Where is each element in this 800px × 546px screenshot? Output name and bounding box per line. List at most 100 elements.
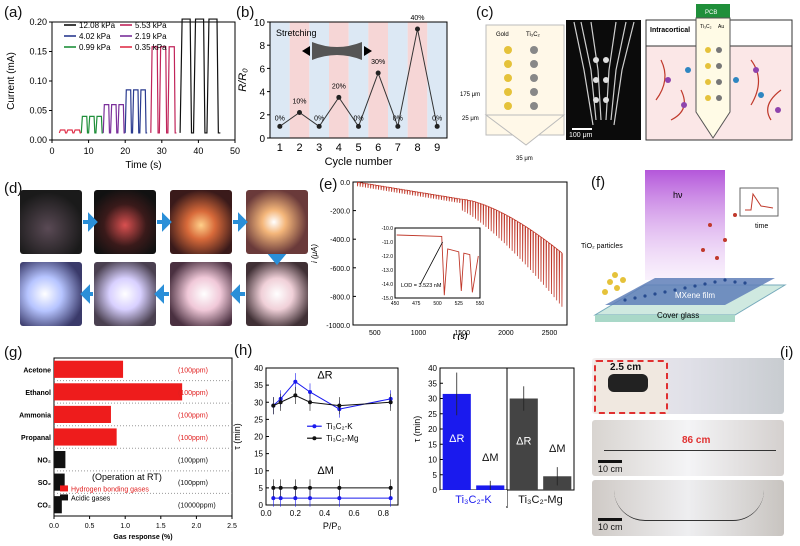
bar-g bbox=[54, 360, 124, 378]
x-axis-label-h-left: P/P₀ bbox=[323, 521, 342, 531]
x-tick-label-b: 5 bbox=[355, 142, 361, 154]
stripe-b bbox=[427, 22, 447, 138]
y-tick-label-h-right: 5 bbox=[433, 471, 438, 480]
legend-label-a: 0.35 kPa bbox=[135, 43, 167, 52]
y-tick-label-b: 0 bbox=[259, 134, 265, 145]
legend-label-a: 5.53 kPa bbox=[135, 21, 167, 30]
x-tick-label-b: 2 bbox=[296, 142, 302, 154]
legend-marker-h bbox=[312, 424, 317, 429]
x-tick-label-g: 2.0 bbox=[192, 523, 202, 530]
panel-label-c: (c) bbox=[476, 4, 494, 21]
y-tick-label-e: -200.0 bbox=[330, 209, 350, 216]
category-label-g: Ammonia bbox=[19, 412, 51, 419]
legend-label-a: 12.08 kPa bbox=[79, 21, 116, 30]
label-gold: Gold bbox=[496, 32, 509, 38]
y-tick-label-h-right: 0 bbox=[433, 486, 438, 495]
series-line-a bbox=[150, 46, 177, 134]
point-label-b: 0% bbox=[393, 115, 403, 122]
chart-g: Acetone (100ppm) Ethanol (100ppm) Ammonia (10… bbox=[19, 357, 237, 541]
point-label-b: 40% bbox=[410, 15, 424, 22]
chart-h: 0 5 10 15 20 25 30 35 40 0.0 0.2 0.4 0.6 0.8 P/P₀ τ (mi… bbox=[232, 364, 575, 531]
data-point-b bbox=[316, 123, 322, 129]
legend-label-g: Acidic gases bbox=[71, 495, 111, 502]
data-point-b bbox=[434, 123, 440, 129]
inset-annotation-e: LOD = 3.523 nM bbox=[401, 283, 442, 289]
scale-bar-i2 bbox=[598, 460, 622, 463]
y-tick-label-h-left: 0 bbox=[259, 501, 264, 510]
y-tick-label-h-right: 15 bbox=[428, 440, 437, 449]
concentration-label-g: (100ppm) bbox=[178, 458, 208, 465]
arrow-right-b bbox=[364, 46, 372, 56]
category-label-g: Propanal bbox=[21, 435, 51, 442]
label-intracortical: Intracortical bbox=[650, 27, 690, 34]
y-tick-label-h-right: 25 bbox=[428, 410, 437, 419]
y-axis-label-a: Current (mA) bbox=[6, 52, 17, 110]
inset-y-tick-e: -15.0 bbox=[382, 296, 394, 302]
data-point-h bbox=[271, 403, 276, 408]
x-axis-label-b: Cycle number bbox=[325, 156, 393, 168]
series-line-a bbox=[58, 129, 82, 134]
x-tick-label-b: 3 bbox=[316, 142, 322, 154]
point-label-b: 20% bbox=[332, 83, 346, 90]
x-axis-label-e: t (s) bbox=[453, 332, 468, 340]
y-tick-label-h-right: 10 bbox=[428, 456, 437, 465]
data-point-h bbox=[293, 379, 298, 384]
data-point-b bbox=[336, 94, 342, 100]
photo-d4 bbox=[246, 190, 308, 254]
inset-x-tick-e: 500 bbox=[433, 301, 442, 307]
series-line-a bbox=[102, 104, 126, 134]
group-box-h bbox=[440, 490, 507, 506]
probe-illustration: Gold Ti₃C₂ 175 μm 25 μm 35 μm 100 μm Int… bbox=[460, 4, 793, 162]
point-label-b: 0% bbox=[432, 115, 442, 122]
x-tick-label-h-left: 0.8 bbox=[378, 509, 390, 518]
y-axis-label-e: i (μA) bbox=[310, 244, 319, 263]
concentration-label-g: (100ppm) bbox=[178, 367, 208, 374]
x-tick-label-e: 1000 bbox=[411, 330, 427, 337]
data-point-h bbox=[271, 496, 276, 501]
label-35um: 35 μm bbox=[516, 156, 533, 162]
category-label-g: CO₂ bbox=[37, 503, 51, 510]
data-point-h bbox=[293, 496, 298, 501]
photo-d7 bbox=[170, 262, 232, 326]
point-label-b: 0% bbox=[275, 115, 285, 122]
panel-c: (c) Gold Ti₃C₂ 175 μm 25 μm 35 μm 100 μm… bbox=[456, 0, 800, 170]
inset-x-tick-e: 475 bbox=[412, 301, 421, 307]
series-line-e bbox=[356, 181, 563, 307]
label-tio2: TiO₂ particles bbox=[581, 243, 623, 250]
inset-y-tick-e: -12.0 bbox=[382, 254, 394, 260]
y-tick-label-h-left: 20 bbox=[254, 433, 263, 442]
x-tick-label-g: 0.0 bbox=[49, 523, 59, 530]
chart-e: 0.0 -200.0 -400.0 -600.0 -800.0 -1000.0 500 100… bbox=[310, 180, 568, 341]
inset-line-e bbox=[396, 234, 479, 296]
x-tick-label-e: 1500 bbox=[454, 330, 470, 337]
stripe-b bbox=[388, 22, 408, 138]
panel-i: (i) 2.5 cm 86 cm 10 cm 10 cm bbox=[584, 340, 800, 541]
data-point-h bbox=[278, 485, 283, 490]
label-ti3c2-c3: Ti₃C₂ bbox=[700, 24, 712, 30]
label-time: time bbox=[755, 223, 768, 230]
x-tick-label-b: 9 bbox=[434, 142, 440, 154]
y-tick-label-h-left: 15 bbox=[254, 450, 263, 459]
series-line-a bbox=[124, 89, 148, 134]
plot-frame-e bbox=[352, 181, 568, 326]
legend-label-g: Hydrogen bonding gases bbox=[71, 486, 149, 493]
panel-label-f: (f) bbox=[591, 174, 606, 191]
x-axis-label-a: Time (s) bbox=[125, 160, 161, 170]
panel-h: (h) 0 5 10 15 20 25 30 35 40 0.0 0.2 0.4 0.6 0.8 P/P₀ τ… bbox=[228, 340, 584, 541]
data-point-h bbox=[308, 496, 312, 501]
y-tick-label-e: -400.0 bbox=[330, 237, 350, 244]
y-tick-label-b: 4 bbox=[259, 88, 265, 99]
legend-swatch-g bbox=[60, 485, 68, 492]
data-point-h bbox=[337, 496, 342, 501]
y-tick-label-a: 0.15 bbox=[29, 47, 47, 57]
data-point-h bbox=[308, 389, 312, 394]
photo-d1 bbox=[20, 190, 82, 254]
category-label-g: Ethanol bbox=[25, 390, 51, 397]
data-point-h bbox=[278, 496, 283, 501]
series-line-a bbox=[80, 115, 104, 134]
x-tick-label-b: 6 bbox=[375, 142, 381, 154]
label-100um: 100 μm bbox=[569, 132, 593, 139]
y-tick-label-h-right: 35 bbox=[428, 379, 437, 388]
bar-g bbox=[54, 450, 66, 469]
photo-i2 bbox=[592, 420, 784, 476]
